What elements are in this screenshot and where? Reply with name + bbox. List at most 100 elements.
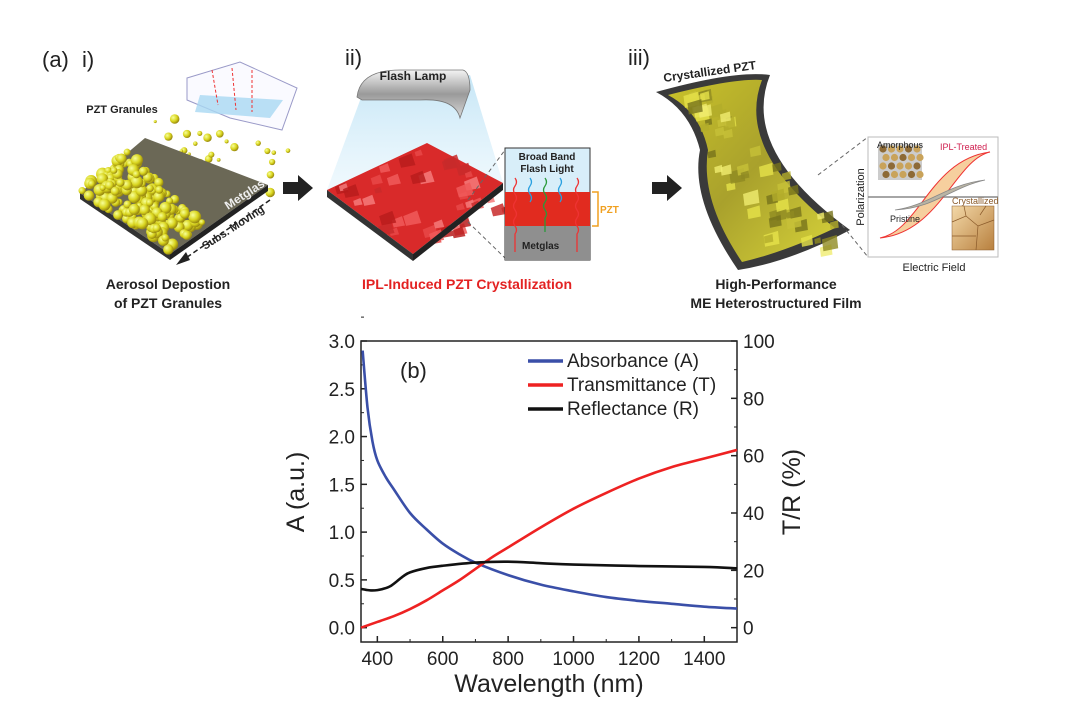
y2-axis-label: T/R (%) (778, 449, 806, 535)
granule (130, 154, 143, 167)
plot-frame (360, 340, 738, 643)
granule (169, 114, 180, 124)
step-iii-label: iii) (628, 45, 650, 70)
granule (78, 187, 86, 195)
ipl-treated-label: IPL-Treated (940, 142, 987, 152)
y2-tick-label: 0 (743, 619, 754, 640)
granule (896, 162, 904, 170)
granule (179, 208, 190, 219)
granule (271, 150, 277, 155)
granule (164, 132, 173, 141)
granule (99, 184, 106, 191)
granule (882, 153, 890, 162)
grain (700, 122, 710, 132)
series-line-transmittance (360, 448, 738, 629)
granule (113, 210, 123, 220)
granule (887, 145, 896, 153)
x-tick-label: 600 (427, 649, 459, 670)
grain (687, 99, 703, 115)
panel-b-label: (b) (400, 358, 427, 383)
granule (83, 190, 95, 201)
y2-tick-label: 80 (743, 389, 764, 410)
arrow-head-icon (176, 252, 190, 265)
legend-label: Transmittance (T) (567, 375, 716, 396)
granule (264, 148, 271, 155)
grain (763, 233, 774, 244)
grain (714, 126, 725, 137)
granule (87, 180, 96, 188)
polarization-label: Polarization (855, 168, 867, 225)
step-ii-ipl-crystallization: ii) Flash Lamp Broad Band Flash Light (327, 45, 619, 292)
axis-ticks: 400 600 800 1000 1200 14000.00.51.01.52.02.53… (329, 316, 775, 670)
granule (904, 145, 913, 153)
grain (441, 156, 458, 171)
granule (155, 185, 164, 194)
pristine-label: Pristine (890, 214, 920, 224)
grain (707, 149, 717, 159)
granule (879, 145, 887, 153)
grain (374, 186, 383, 194)
granule (166, 217, 178, 229)
granule (116, 153, 127, 164)
granule (913, 162, 921, 170)
x-tick-label: 800 (492, 649, 524, 670)
step-i-aerosol-deposition: i) PZT Granules Metglas Subs. Moving Aer… (78, 47, 298, 311)
step-iii-me-film: iii) Crystallized PZT Amorphous IPL-Trea… (628, 45, 999, 311)
grain (410, 170, 427, 185)
grain (714, 164, 723, 174)
granule (136, 217, 149, 230)
grain (817, 212, 825, 220)
pzt-bracket-label: PZT (600, 205, 619, 216)
grain (723, 128, 733, 139)
granule (913, 145, 921, 153)
granule (899, 153, 907, 162)
granule (907, 153, 916, 162)
granule (215, 129, 224, 138)
granule (882, 170, 890, 179)
crystallized-grains-icon (951, 205, 995, 251)
hysteresis-inset: Amorphous IPL-Treated Pristine Crystalli… (855, 136, 999, 274)
inset-title-line2: Flash Light (520, 164, 574, 175)
granule (890, 153, 899, 162)
granule (203, 133, 212, 142)
granule (907, 170, 916, 179)
grain (386, 173, 401, 186)
granule (146, 184, 154, 193)
granule (224, 139, 229, 144)
aerosol-nozzle-box (186, 61, 298, 131)
granule (266, 171, 275, 179)
granules-label-line: PZT Granules (86, 104, 158, 116)
x-tick-label: 1400 (683, 649, 725, 670)
panel-a: (a) i) PZT Granules Metglas Subs. Moving… (42, 45, 999, 311)
crystallized-label: Crystallized (952, 196, 999, 206)
grain (743, 189, 760, 206)
panel-a-label: (a) (42, 47, 69, 72)
chart-panel-b: 400 600 800 1000 1200 14000.00.51.01.52.02.53… (282, 316, 806, 698)
series-lines (360, 350, 738, 629)
granule (188, 210, 202, 224)
y-tick-label: 1.0 (329, 523, 355, 544)
x-tick-label: 1000 (552, 649, 594, 670)
granule (182, 230, 192, 240)
grain (768, 215, 782, 228)
inset-title-line1: Broad Band (519, 152, 576, 163)
grain (821, 234, 839, 252)
granule (145, 198, 154, 207)
granule (916, 170, 924, 179)
grain (451, 226, 466, 239)
grain (414, 149, 423, 157)
granule (896, 145, 904, 153)
y-tick-label: 2.5 (329, 380, 355, 401)
cross-section-inset: Broad Band Flash Light Metglas PZT (504, 147, 619, 261)
y-tick-label: 3.0 (329, 332, 355, 353)
grain (821, 210, 834, 224)
grain (786, 210, 795, 219)
amorphous-label: Amorphous (877, 140, 924, 150)
grain (814, 237, 821, 244)
granule (132, 170, 141, 179)
pristine-loop (894, 179, 986, 211)
grain (455, 202, 465, 211)
grain (490, 203, 507, 217)
x-tick-label: 400 (361, 649, 393, 670)
